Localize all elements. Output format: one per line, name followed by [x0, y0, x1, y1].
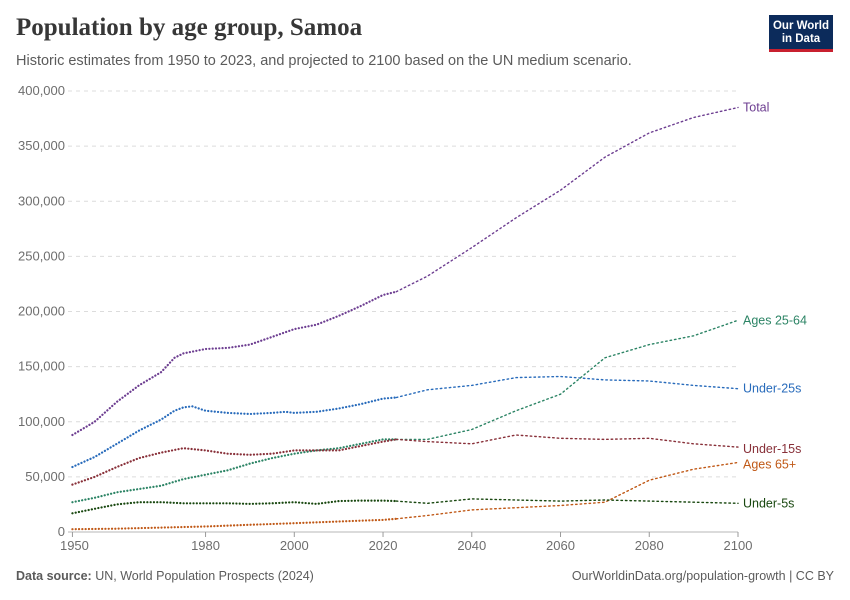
y-tick-label: 50,000 — [25, 469, 65, 484]
data-source-label: Data source: — [16, 569, 92, 583]
x-axis: 1950 1980 2000 2020 2040 2060 2080 2100 — [60, 532, 752, 553]
source-link[interactable]: OurWorldinData.org/population-growth | C… — [571, 569, 834, 583]
series-labels: Total Under-25s Ages 25-64 Under-15s Ages 65… — [743, 101, 807, 511]
x-tick-label: 1980 — [191, 538, 220, 553]
series-label-under-15s: Under-15s — [743, 442, 801, 456]
y-tick-label: 250,000 — [18, 248, 65, 263]
series-ages-65--historic — [71, 517, 398, 531]
y-tick-label: 150,000 — [18, 359, 65, 374]
y-tick-label: 350,000 — [18, 138, 65, 153]
x-tick-label: 2100 — [724, 538, 753, 553]
x-tick-label: 2040 — [457, 538, 486, 553]
series-under-5s-projected — [395, 498, 739, 505]
chart-subtitle: Historic estimates from 1950 to 2023, an… — [16, 53, 632, 69]
x-tick-label: 2000 — [280, 538, 309, 553]
x-tick-label: 2020 — [369, 538, 398, 553]
series-under-5s-historic — [71, 499, 398, 515]
chart-title: Population by age group, Samoa — [16, 14, 363, 41]
series-label-ages-65-: Ages 65+ — [743, 458, 796, 472]
series-ages-25-64-projected — [395, 319, 739, 441]
series-label-under-5s: Under-5s — [743, 496, 794, 510]
x-tick-label: 1950 — [60, 538, 89, 553]
y-tick-label: 300,000 — [18, 193, 65, 208]
series-label-under-25s: Under-25s — [743, 382, 801, 396]
x-tick-label: 2080 — [635, 538, 664, 553]
series-label-ages-25-64: Ages 25-64 — [743, 313, 807, 327]
series-under-25s-historic — [71, 396, 398, 469]
y-tick-label: 100,000 — [18, 414, 65, 429]
series-under-25s-projected — [395, 375, 739, 399]
series-under-15s-historic — [71, 438, 398, 486]
series-total-projected — [395, 106, 739, 293]
x-tick-label: 2060 — [546, 538, 575, 553]
logo-line-1: Our World — [772, 20, 829, 32]
y-tick-label: 0 — [58, 524, 65, 539]
series-lines — [71, 106, 739, 531]
owid-logo[interactable]: Our World in Data — [769, 15, 833, 52]
series-under-15s-projected — [395, 434, 739, 448]
line-chart: 0 50,000 100,000 150,000 200,000 250,000 300,0… — [18, 83, 807, 553]
series-ages-25-64-historic — [71, 438, 398, 504]
series-label-total: Total — [743, 101, 769, 115]
logo-line-2: in Data — [781, 33, 821, 45]
grid-layer — [68, 90, 738, 533]
series-total-historic — [71, 290, 398, 437]
y-tick-label: 400,000 — [18, 83, 65, 98]
y-axis: 0 50,000 100,000 150,000 200,000 250,000 300,0… — [18, 83, 65, 539]
data-source-text: UN, World Population Prospects (2024) — [95, 569, 314, 583]
series-ages-65--projected — [395, 461, 739, 520]
data-source: Data source: UN, World Population Prospe… — [16, 569, 314, 583]
y-tick-label: 200,000 — [18, 304, 65, 319]
